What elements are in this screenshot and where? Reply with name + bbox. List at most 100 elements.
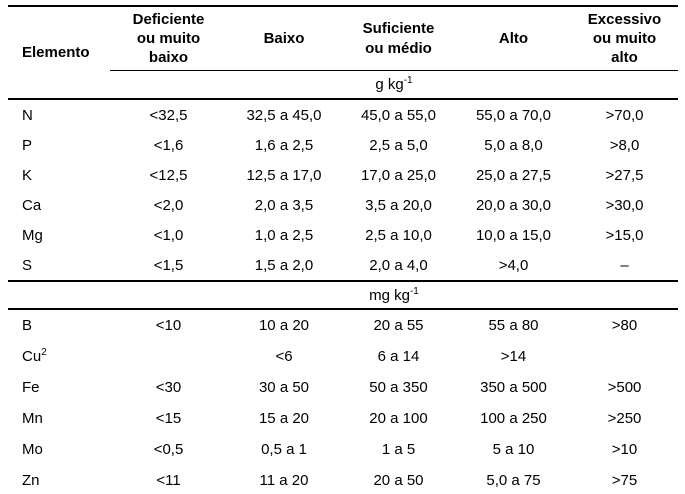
unit-row-micro: mg kg-1 xyxy=(8,280,678,310)
value-cell: <2,0 xyxy=(153,196,184,214)
element-cell: P xyxy=(22,136,33,154)
value-cell: 20 a 100 xyxy=(369,410,428,427)
value-cell: 350 a 500 xyxy=(480,379,547,396)
value-cell: 1,5 a 2,0 xyxy=(254,256,314,274)
value-cell: 6 a 14 xyxy=(377,348,420,365)
table-row-p: P <1,6 1,6 a 2,5 2,5 a 5,0 5,0 a 8,0 >8,… xyxy=(8,130,678,160)
value-cell: <1,6 xyxy=(153,136,184,154)
unit-label-mg-kg: mg kg-1 xyxy=(110,280,678,310)
value-cell: <0,5 xyxy=(153,441,184,458)
value-cell: 100 a 250 xyxy=(480,410,547,427)
value-cell xyxy=(110,341,227,372)
element-cell: B xyxy=(22,317,33,334)
value-cell: 1,0 a 2,5 xyxy=(254,226,314,244)
value-cell: 25,0 a 27,5 xyxy=(475,166,552,184)
value-cell: 50 a 350 xyxy=(369,379,428,396)
value-cell: 2,0 a 4,0 xyxy=(369,256,428,274)
table-row-mg: Mg <1,0 1,0 a 2,5 2,5 a 10,0 10,0 a 15,0… xyxy=(8,220,678,250)
value-cell: >10 xyxy=(611,441,638,458)
value-cell: >4,0 xyxy=(498,256,529,274)
value-cell: 30 a 50 xyxy=(258,379,310,396)
table-row-s: S <1,5 1,5 a 2,0 2,0 a 4,0 >4,0 – xyxy=(8,250,678,281)
table-row-mo: Mo <0,5 0,5 a 1 1 a 5 5 a 10 >10 xyxy=(8,434,678,465)
value-cell: >14 xyxy=(500,348,527,365)
value-cell: <10 xyxy=(155,317,182,334)
value-cell: >70,0 xyxy=(605,106,644,124)
element-cell: Ca xyxy=(22,196,42,214)
value-cell: <12,5 xyxy=(149,166,188,184)
value-cell: >250 xyxy=(607,410,642,427)
table-row-mn: Mn <15 15 a 20 20 a 100 100 a 250 >250 xyxy=(8,403,678,434)
value-cell: >15,0 xyxy=(605,226,644,244)
column-header-deficiente: Deficiente ou muito baixo xyxy=(110,5,227,71)
element-cell: Zn xyxy=(22,472,40,489)
value-cell: 5,0 a 8,0 xyxy=(484,136,543,154)
value-cell: <1,5 xyxy=(153,256,184,274)
value-cell: 11 a 20 xyxy=(259,472,309,489)
table-row-zn: Zn <11 11 a 20 20 a 50 5,0 a 75 >75 xyxy=(8,465,678,494)
value-cell: 45,0 a 55,0 xyxy=(360,106,437,124)
value-cell: 0,5 a 1 xyxy=(261,441,307,458)
unit-exponent: -1 xyxy=(403,75,413,86)
empty-cell xyxy=(8,280,110,310)
value-cell: 2,5 a 5,0 xyxy=(369,136,428,154)
element-cell: Mo xyxy=(22,441,43,458)
value-cell: – xyxy=(620,256,629,274)
element-cell: K xyxy=(22,166,33,184)
unit-row-macro: g kg-1 xyxy=(8,70,678,100)
column-header-suficiente: Suficiente ou médio xyxy=(341,5,456,71)
value-cell: >500 xyxy=(607,379,642,396)
table-row-ca: Ca <2,0 2,0 a 3,5 3,5 a 20,0 20,0 a 30,0… xyxy=(8,190,678,220)
value-cell xyxy=(571,341,678,372)
value-cell: >27,5 xyxy=(605,166,644,184)
value-cell: 10 a 20 xyxy=(258,317,310,334)
value-cell: >8,0 xyxy=(609,136,640,154)
value-cell: >75 xyxy=(611,472,638,489)
value-cell: 2,0 a 3,5 xyxy=(254,196,314,214)
table-row-n: N <32,5 32,5 a 45,0 45,0 a 55,0 55,0 a 7… xyxy=(8,99,678,130)
value-cell: 12,5 a 17,0 xyxy=(246,166,322,184)
element-cell: Fe xyxy=(22,379,40,396)
value-cell: 32,5 a 45,0 xyxy=(246,106,322,124)
element-cell: S xyxy=(22,256,33,274)
value-cell: 20,0 a 30,0 xyxy=(475,196,552,214)
value-cell: 55 a 80 xyxy=(488,317,539,334)
element-cell: Cu2 xyxy=(22,347,47,366)
element-cell: N xyxy=(22,106,33,124)
unit-base: g kg xyxy=(375,76,404,93)
value-cell: 5,0 a 75 xyxy=(486,472,541,489)
nutrient-interpretation-table: Elemento Deficiente ou muito baixo Baixo… xyxy=(8,5,678,494)
value-cell: 1,6 a 2,5 xyxy=(254,136,314,154)
value-cell: <11 xyxy=(156,472,181,489)
column-header-elemento: Elemento xyxy=(8,5,110,100)
table-row-b: B <10 10 a 20 20 a 55 55 a 80 >80 xyxy=(8,309,678,341)
value-cell: 20 a 50 xyxy=(373,472,424,489)
header-row: Elemento Deficiente ou muito baixo Baixo… xyxy=(8,5,678,100)
value-cell: 1 a 5 xyxy=(381,441,416,458)
value-cell: 15 a 20 xyxy=(258,410,310,427)
table-row-k: K <12,5 12,5 a 17,0 17,0 a 25,0 25,0 a 2… xyxy=(8,160,678,190)
element-cell: Mg xyxy=(22,226,43,244)
value-cell: <1,0 xyxy=(153,226,184,244)
element-superscript: 2 xyxy=(41,347,47,358)
value-cell: >30,0 xyxy=(605,196,644,214)
element-cell: Mn xyxy=(22,410,43,427)
value-cell: <32,5 xyxy=(149,106,188,124)
column-header-baixo: Baixo xyxy=(227,5,341,71)
value-cell: >80 xyxy=(611,317,638,334)
value-cell: 5 a 10 xyxy=(492,441,535,458)
value-cell: <15 xyxy=(155,410,182,427)
value-cell: 55,0 a 70,0 xyxy=(475,106,552,124)
value-cell: 17,0 a 25,0 xyxy=(360,166,437,184)
unit-label-g-kg: g kg-1 xyxy=(110,70,678,100)
value-cell: <6 xyxy=(275,348,293,365)
unit-base: mg kg xyxy=(369,286,410,304)
value-cell: 3,5 a 20,0 xyxy=(365,196,432,214)
table-row-cu: Cu2 <6 6 a 14 >14 xyxy=(8,341,678,372)
column-header-alto: Alto xyxy=(456,5,571,71)
value-cell: 10,0 a 15,0 xyxy=(475,226,552,244)
value-cell: 20 a 55 xyxy=(373,317,424,334)
unit-exponent: -1 xyxy=(409,285,419,297)
column-header-excessivo: Excessivo ou muito alto xyxy=(571,5,678,71)
table-row-fe: Fe <30 30 a 50 50 a 350 350 a 500 >500 xyxy=(8,372,678,403)
